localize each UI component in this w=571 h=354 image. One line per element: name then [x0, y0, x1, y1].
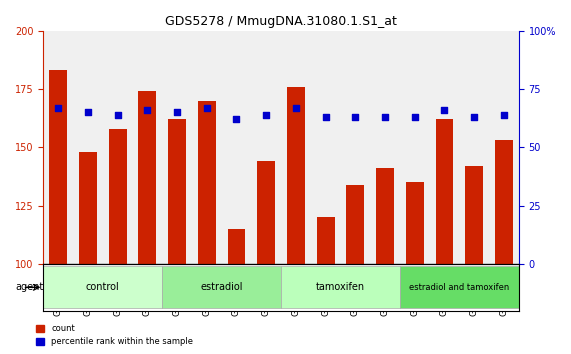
Bar: [228, 229, 246, 264]
Text: estradiol and tamoxifen: estradiol and tamoxifen: [409, 283, 509, 292]
Bar: [168, 119, 186, 264]
Bar: [258, 161, 275, 264]
Point: [291, 105, 300, 110]
Bar: [198, 101, 216, 264]
Legend: count, percentile rank within the sample: count, percentile rank within the sample: [33, 321, 196, 350]
Point: [54, 105, 63, 110]
Bar: [376, 168, 394, 264]
Text: estradiol: estradiol: [200, 282, 243, 292]
FancyBboxPatch shape: [281, 266, 400, 308]
Point: [202, 105, 211, 110]
Point: [380, 114, 389, 120]
Point: [262, 112, 271, 118]
Point: [172, 109, 182, 115]
FancyBboxPatch shape: [43, 266, 162, 308]
FancyBboxPatch shape: [400, 266, 519, 308]
Bar: [49, 70, 67, 264]
Point: [500, 112, 509, 118]
Title: GDS5278 / MmugDNA.31080.1.S1_at: GDS5278 / MmugDNA.31080.1.S1_at: [165, 15, 397, 28]
Point: [232, 116, 241, 122]
Bar: [436, 119, 453, 264]
Text: agent: agent: [15, 282, 43, 292]
Point: [469, 114, 478, 120]
Bar: [108, 129, 127, 264]
Point: [410, 114, 419, 120]
Text: tamoxifen: tamoxifen: [316, 282, 365, 292]
Bar: [347, 185, 364, 264]
Point: [83, 109, 93, 115]
Point: [143, 107, 152, 113]
Text: control: control: [86, 282, 120, 292]
Point: [440, 107, 449, 113]
Bar: [317, 217, 335, 264]
Point: [351, 114, 360, 120]
Point: [321, 114, 330, 120]
Bar: [287, 87, 305, 264]
Bar: [138, 91, 156, 264]
Point: [113, 112, 122, 118]
Bar: [495, 140, 513, 264]
Bar: [406, 182, 424, 264]
Bar: [465, 166, 483, 264]
Bar: [79, 152, 97, 264]
FancyBboxPatch shape: [162, 266, 281, 308]
